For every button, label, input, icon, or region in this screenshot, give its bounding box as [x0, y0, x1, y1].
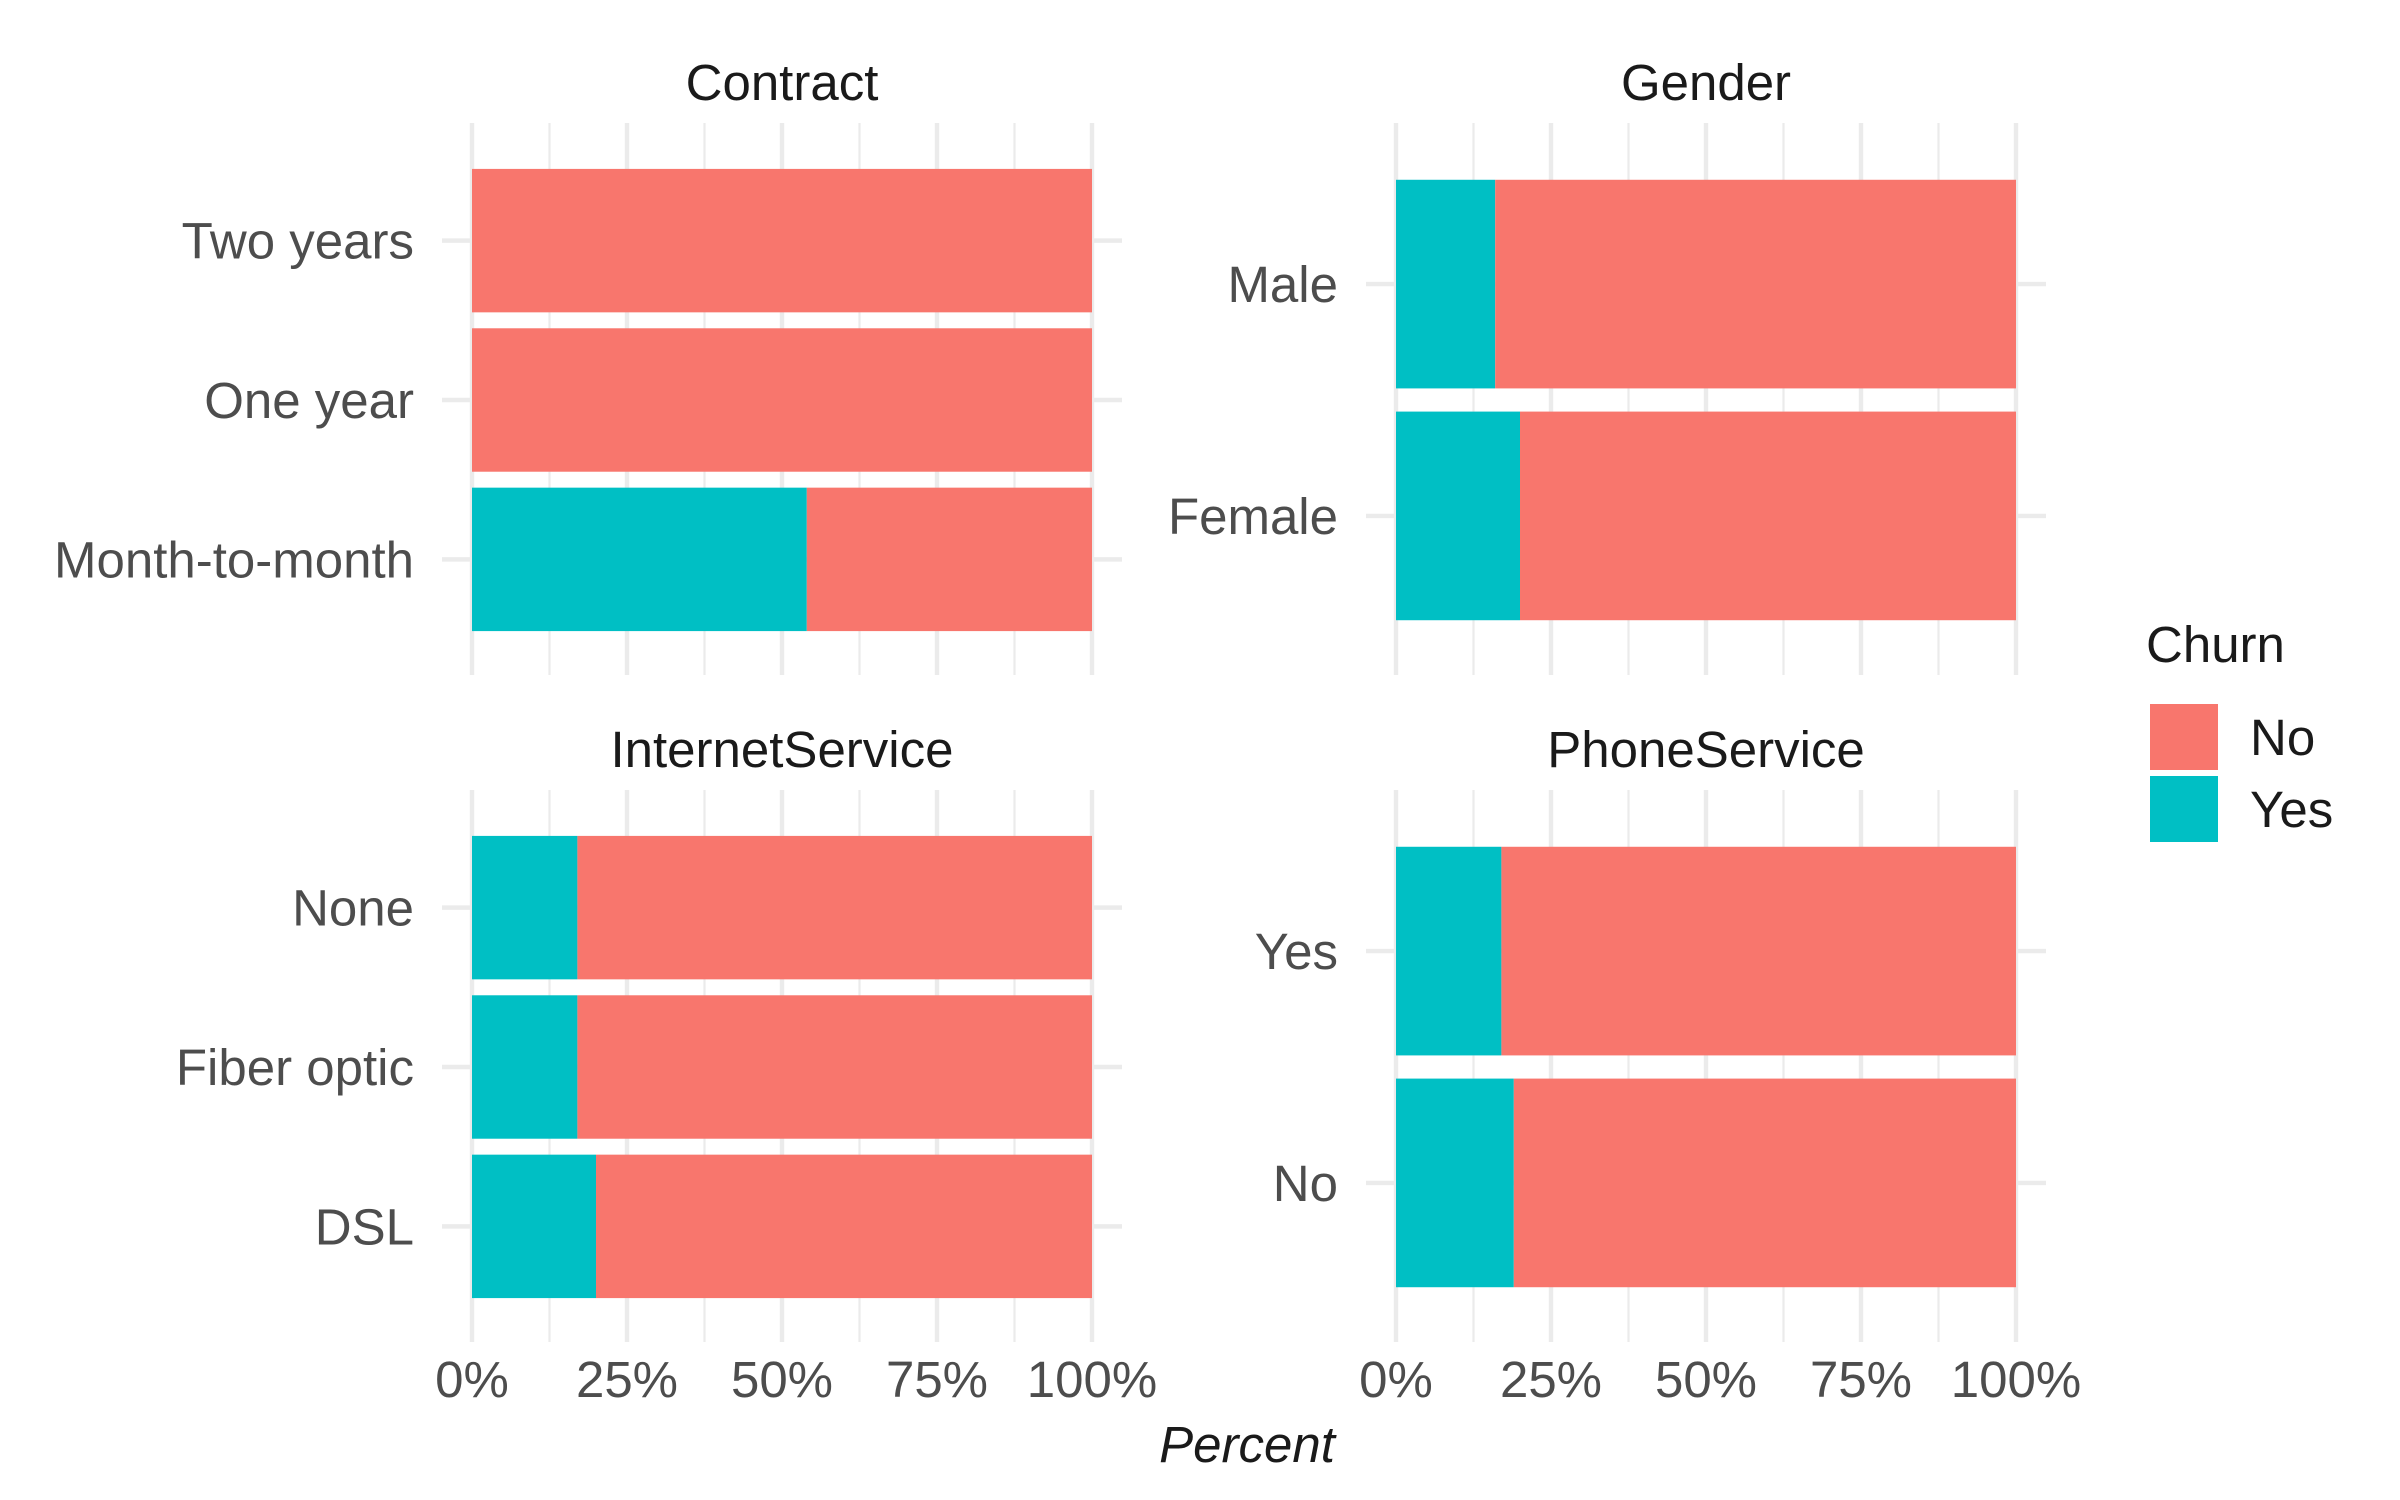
panel-internetservice: None Fiber optic DSL InternetService 0% 25% 50… [176, 721, 1157, 1408]
panel-title: Gender [1621, 54, 1791, 111]
bar-no-one-year [472, 328, 1092, 472]
panels: Two years One year Month-to-month Contract M… [54, 54, 2081, 1408]
bar-no-none [577, 835, 1092, 980]
x-tick-label: 100% [1027, 1351, 1157, 1408]
x-tick-label: 0% [435, 1351, 509, 1408]
bar-no-dsl [596, 1154, 1092, 1299]
bar-yes-month-to-month [472, 487, 807, 632]
bar-no-yes [1501, 846, 2016, 1056]
y-tick-label: Yes [1255, 923, 1338, 980]
bar-no-month-to-month [806, 487, 1092, 632]
x-tick-label: 0% [1359, 1351, 1433, 1408]
y-tick-label: DSL [315, 1198, 414, 1255]
x-tick-label: 25% [1500, 1351, 1602, 1408]
panel-title: Contract [686, 54, 879, 111]
y-tick-label: None [292, 880, 414, 937]
y-tick-label: No [1273, 1155, 1338, 1212]
x-tick-label: 100% [1951, 1351, 2081, 1408]
bar-yes-dsl [472, 1154, 596, 1299]
x-tick-label: 50% [731, 1351, 833, 1408]
bar-yes-female [1396, 411, 1520, 621]
y-tick-label: One year [204, 372, 414, 429]
legend-label-no: No [2250, 709, 2315, 766]
y-tick-label: Month-to-month [54, 531, 414, 588]
panel-contract: Two years One year Month-to-month Contract [54, 54, 1122, 675]
bar-yes-fiber-optic [472, 995, 578, 1139]
legend-label-yes: Yes [2250, 781, 2333, 838]
bar-no-two-years [472, 168, 1092, 313]
x-tick-label: 25% [576, 1351, 678, 1408]
y-tick-label: Male [1227, 256, 1338, 313]
legend: Churn No Yes [2146, 616, 2333, 842]
bar-yes-male [1396, 179, 1496, 389]
panel-title: InternetService [610, 721, 953, 778]
x-tick-label: 50% [1655, 1351, 1757, 1408]
bar-no-female [1520, 411, 2016, 621]
bar-yes-yes [1396, 846, 1502, 1056]
panel-gender: Male Female Gender [1168, 54, 2046, 675]
x-axis-label: Percent [1159, 1416, 1337, 1473]
legend-swatch-no [2150, 704, 2218, 770]
panel-phoneservice: Yes No PhoneService 0% 25% 50% 75% 100% [1255, 721, 2081, 1408]
y-tick-label: Female [1168, 488, 1338, 545]
y-tick-label: Fiber optic [176, 1039, 414, 1096]
bar-no-fiber-optic [577, 995, 1092, 1139]
bar-no-no [1513, 1078, 2016, 1288]
panel-title: PhoneService [1547, 721, 1865, 778]
x-tick-label: 75% [1810, 1351, 1912, 1408]
x-tick-label: 75% [886, 1351, 988, 1408]
bar-no-male [1495, 179, 2016, 389]
y-tick-label: Two years [182, 213, 414, 270]
legend-title: Churn [2146, 616, 2285, 673]
bar-yes-none [472, 835, 578, 980]
legend-swatch-yes [2150, 776, 2218, 842]
bar-yes-no [1396, 1078, 1514, 1288]
